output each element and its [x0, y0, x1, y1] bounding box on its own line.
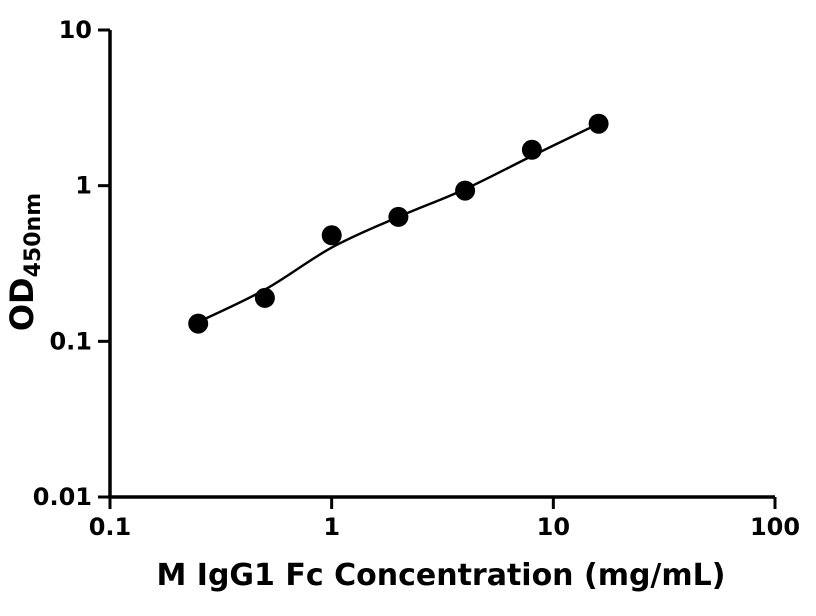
y-ticks: [98, 28, 110, 499]
y-tick-labels: 0.01 0.1 1 10: [33, 16, 92, 511]
x-axis-title: M IgG1 Fc Concentration (mg/mL): [157, 558, 726, 593]
x-tick-label: 1: [323, 513, 340, 541]
x-tick-labels: 0.1 1 10 100: [89, 513, 800, 541]
y-axis-title-main: OD: [3, 277, 41, 331]
data-point: [254, 287, 275, 308]
data-point: [588, 113, 609, 134]
x-tick-label: 0.1: [89, 513, 132, 541]
axes: [108, 30, 775, 499]
data-point-series: [188, 113, 609, 334]
y-tick-label: 1: [75, 172, 92, 200]
data-point: [188, 313, 209, 334]
y-axis-title: OD450nm: [3, 193, 46, 331]
x-tick-label: 100: [750, 513, 800, 541]
data-point: [521, 139, 542, 160]
y-axis-title-subscript: 450nm: [21, 193, 46, 278]
data-point: [455, 180, 476, 201]
x-tick-label: 10: [537, 513, 570, 541]
y-tick-label: 0.1: [49, 327, 92, 355]
data-point: [321, 225, 342, 246]
y-tick-label: 0.01: [33, 483, 92, 511]
y-tick-label: 10: [59, 16, 92, 44]
data-point: [388, 206, 409, 227]
x-ticks: [108, 497, 777, 509]
